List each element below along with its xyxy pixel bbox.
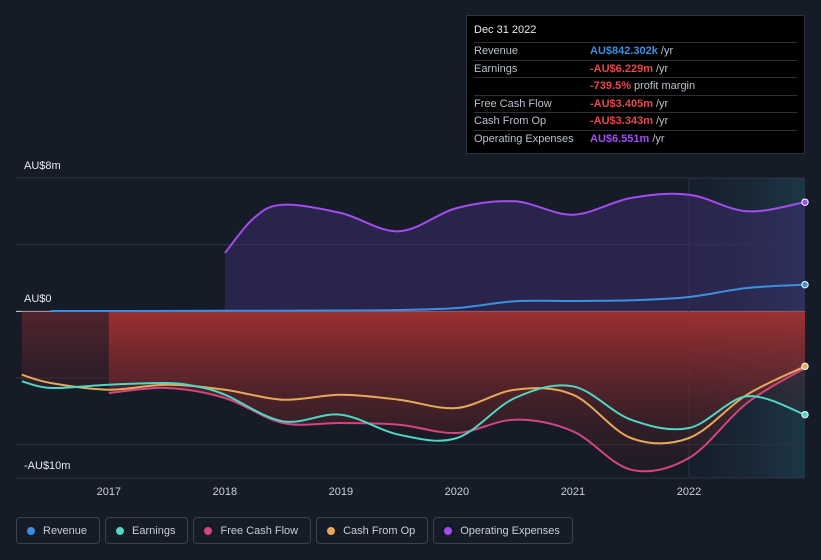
- tooltip-row-earnings: Earnings -AU$6.229m /yr: [474, 59, 797, 78]
- tooltip-unit: /yr: [655, 97, 669, 110]
- x-tick-label: 2021: [561, 486, 585, 498]
- cash-from-op-line: [21, 365, 806, 445]
- tooltip-panel: Dec 31 2022 Revenue AU$842.302k /yr Earn…: [466, 15, 805, 154]
- legend: Revenue Earnings Free Cash Flow Cash Fro…: [16, 517, 578, 546]
- tooltip-value: AU$6.551m: [590, 132, 650, 145]
- revenue-line: [50, 283, 806, 312]
- tooltip-label: Revenue: [474, 45, 519, 58]
- legend-item-operating-expenses[interactable]: Operating Expenses: [433, 517, 573, 544]
- y-label-zero: AU$0: [24, 293, 52, 305]
- x-tick-label: 2022: [677, 486, 701, 498]
- legend-dot-icon: [444, 526, 453, 535]
- tooltip-value: -739.5%: [590, 80, 631, 93]
- tooltip-unit: /yr: [660, 45, 674, 58]
- tooltip-unit: profit margin: [633, 80, 696, 93]
- tooltip-value: -AU$3.343m: [590, 115, 653, 128]
- operating-expenses-end-point: [801, 198, 809, 206]
- free-cash-flow-line: [108, 367, 806, 473]
- tooltip-value: AU$842.302k: [590, 45, 658, 58]
- x-tick-label: 2018: [213, 486, 237, 498]
- legend-dot-icon: [27, 526, 35, 535]
- legend-label: Earnings: [132, 524, 176, 537]
- tooltip-row-cfo: Cash From Op -AU$3.343m /yr: [474, 112, 797, 130]
- earnings-line: [21, 380, 806, 442]
- tooltip-unit: /yr: [655, 115, 669, 128]
- tooltip-value: -AU$3.405m: [590, 97, 653, 110]
- free-cash-flow-area: [108, 311, 806, 472]
- legend-item-free-cash-flow[interactable]: Free Cash Flow: [193, 517, 312, 544]
- legend-dot-icon: [116, 526, 125, 535]
- legend-item-cash-from-op[interactable]: Cash From Op: [316, 517, 429, 544]
- operating-expenses-area: [224, 193, 805, 312]
- cash-from-op-end-point: [801, 362, 809, 371]
- tooltip-unit: /yr: [655, 62, 669, 75]
- tooltip-date: Dec 31 2022: [474, 24, 537, 36]
- tooltip-label: Free Cash Flow: [474, 97, 552, 110]
- tooltip-row-opex: Operating Expenses AU$6.551m /yr: [474, 129, 797, 148]
- tooltip-label: Cash From Op: [474, 115, 547, 128]
- revenue-end-point: [801, 280, 809, 289]
- legend-item-revenue[interactable]: Revenue: [16, 517, 101, 544]
- tooltip-row-margin: -739.5% profit margin: [474, 77, 797, 95]
- tooltip-label: Operating Expenses: [474, 132, 574, 145]
- tooltip-row-fcf: Free Cash Flow -AU$3.405m /yr: [474, 94, 797, 113]
- operating-expenses-line: [224, 192, 806, 254]
- legend-dot-icon: [204, 526, 213, 535]
- earnings-end-point: [801, 410, 809, 419]
- legend-dot-icon: [327, 526, 336, 535]
- legend-item-earnings[interactable]: Earnings: [105, 517, 189, 544]
- y-label-top: AU$8m: [24, 160, 61, 172]
- tooltip-unit: /yr: [652, 132, 665, 145]
- tooltip-row-revenue: Revenue AU$842.302k /yr: [474, 42, 797, 60]
- x-tick-label: 2017: [97, 486, 121, 498]
- legend-label: Operating Expenses: [460, 524, 560, 537]
- tooltip-value: -AU$6.229m: [590, 62, 653, 75]
- x-tick-label: 2019: [329, 486, 353, 498]
- y-label-bottom: -AU$10m: [24, 460, 71, 472]
- legend-label: Revenue: [43, 524, 88, 537]
- x-tick-label: 2020: [445, 486, 469, 498]
- tooltip-label: Earnings: [474, 62, 518, 75]
- legend-label: Cash From Op: [343, 524, 416, 537]
- chart-area: 2017 2018 2019 2020 2021 2022: [16, 177, 809, 498]
- legend-label: Free Cash Flow: [220, 524, 299, 537]
